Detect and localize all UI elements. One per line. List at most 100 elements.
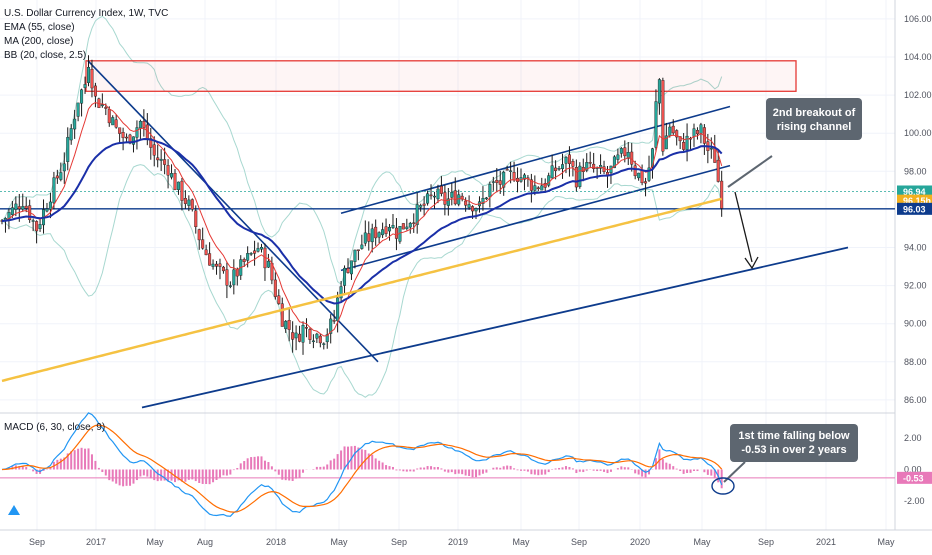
candle-body[interactable] [405,226,409,229]
candle-body[interactable] [491,181,495,183]
candle-body[interactable] [173,172,177,190]
candle-body[interactable] [346,268,350,273]
candle-body[interactable] [228,285,232,287]
candle-body[interactable] [183,198,187,204]
resistance-box[interactable] [85,60,797,92]
candle-body[interactable] [509,170,513,172]
candle-body[interactable] [536,187,540,190]
candle-body[interactable] [197,229,201,241]
candle-body[interactable] [682,142,686,150]
candle-body[interactable] [311,340,315,343]
candle-body[interactable] [394,227,398,239]
candle-body[interactable] [388,226,392,232]
candle-body[interactable] [104,106,108,109]
candle-body[interactable] [187,199,191,206]
candle-body[interactable] [619,148,623,154]
candle-body[interactable] [550,165,554,179]
candle-body[interactable] [114,119,118,128]
candle-body[interactable] [180,180,184,201]
candle-body[interactable] [377,232,381,238]
candle-body[interactable] [567,154,571,164]
candle-body[interactable] [86,67,90,83]
candle-body[interactable] [284,320,288,330]
candle-body[interactable] [301,325,305,343]
candle-body[interactable] [453,190,457,205]
candle-body[interactable] [332,320,336,322]
candle-body[interactable] [654,101,658,148]
candle-body[interactable] [450,192,454,198]
candle-body[interactable] [111,117,115,126]
candle-body[interactable] [661,80,665,152]
candle-body[interactable] [315,333,319,339]
candle-body[interactable] [488,183,492,198]
candle-body[interactable] [412,222,416,224]
candle-body[interactable] [360,244,364,249]
candle-body[interactable] [363,232,367,244]
candle-body[interactable] [59,172,63,180]
candle-body[interactable] [260,246,264,250]
candle-body[interactable] [201,239,205,249]
candle-body[interactable] [76,102,80,117]
candle-body[interactable] [125,136,129,139]
candle-body[interactable] [208,253,212,266]
candle-body[interactable] [308,329,312,340]
candle-body[interactable] [592,163,596,169]
candle-body[interactable] [391,225,395,228]
candle-body[interactable] [571,161,575,167]
candle-body[interactable] [533,185,537,191]
candle-body[interactable] [339,286,343,299]
candle-body[interactable] [48,201,52,210]
candle-body[interactable] [439,186,443,194]
candle-body[interactable] [547,175,551,186]
candle-body[interactable] [716,159,720,182]
candle-body[interactable] [142,121,146,128]
candle-body[interactable] [471,206,475,212]
candle-body[interactable] [107,109,111,124]
candle-body[interactable] [616,154,620,160]
long-support-line[interactable] [141,246,849,409]
candle-body[interactable] [370,228,374,243]
candle-body[interactable] [484,197,488,200]
candle-body[interactable] [512,172,516,181]
candle-body[interactable] [131,136,135,145]
candle-body[interactable] [540,185,544,191]
candle-body[interactable] [640,170,644,184]
channel-lower-line[interactable] [340,164,731,272]
candle-body[interactable] [436,188,440,200]
candle-body[interactable] [713,147,717,163]
candle-body[interactable] [221,266,225,272]
callout-2-box[interactable] [730,424,858,462]
candle-body[interactable] [419,205,423,208]
candle-body[interactable] [73,118,77,130]
candle-body[interactable] [581,167,585,172]
candle-body[interactable] [232,269,236,286]
candle-body[interactable] [367,233,371,242]
candle-body[interactable] [100,104,104,107]
candle-body[interactable] [588,162,592,164]
candle-body[interactable] [138,121,142,129]
candle-body[interactable] [52,177,56,204]
candle-body[interactable] [554,167,558,171]
candle-body[interactable] [474,208,478,212]
candle-body[interactable] [529,179,533,191]
candle-body[interactable] [502,171,506,188]
candle-body[interactable] [647,167,651,181]
candle-body[interactable] [121,132,125,139]
candle-body[interactable] [353,249,357,262]
candle-body[interactable] [408,222,412,228]
candle-body[interactable] [318,335,322,344]
candle-body[interactable] [578,165,582,187]
candle-body[interactable] [325,334,329,343]
callout-1-box[interactable] [766,98,862,140]
candle-body[interactable] [564,156,568,164]
candle-body[interactable] [159,158,163,161]
candle-body[interactable] [14,203,18,210]
candle-body[interactable] [429,194,433,197]
candle-body[interactable] [329,318,333,334]
candle-body[interactable] [194,210,198,228]
candle-body[interactable] [163,159,167,165]
candle-body[interactable] [692,128,696,137]
candle-body[interactable] [10,207,14,215]
candle-body[interactable] [218,263,222,267]
